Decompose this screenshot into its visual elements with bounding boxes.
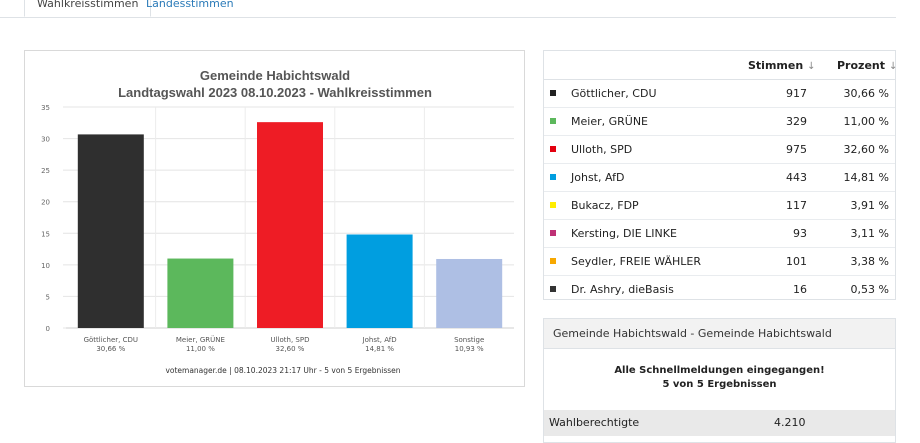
tab-bar: Wahlkreisstimmen Landesstimmen — [0, 0, 896, 18]
eligible-value: 4.210 — [774, 416, 806, 429]
candidate-name: Ulloth, SPD — [571, 143, 633, 156]
chart-subtitle: Landtagswahl 2023 08.10.2023 - Wahlkreis… — [118, 85, 432, 100]
category-label: Göttlicher, CDU — [84, 336, 138, 344]
vote-percent: 0,53 % — [850, 283, 889, 296]
chart-panel: Gemeinde Habichtswald Landtagswahl 2023 … — [24, 50, 525, 387]
y-tick-label: 15 — [41, 230, 50, 238]
summary-message-line1: Alle Schnellmeldungen eingegangen! — [614, 365, 825, 376]
table-row: Dr. Ashry, dieBasis 16 0,53 % — [544, 275, 895, 303]
y-tick-label: 10 — [41, 262, 50, 270]
party-color-square — [550, 90, 556, 96]
value-label: 11,00 % — [186, 345, 215, 353]
vote-percent: 30,66 % — [843, 87, 889, 100]
candidate-name: Johst, AfD — [571, 171, 625, 184]
category-label: Ulloth, SPD — [271, 336, 310, 344]
candidate-name: Meier, GRÜNE — [571, 115, 648, 128]
table-row: Bukacz, FDP 117 3,91 % — [544, 191, 895, 220]
category-label: Johst, AfD — [362, 336, 397, 344]
candidate-name: Kersting, DIE LINKE — [571, 227, 677, 240]
tab-landesstimmen[interactable]: Landesstimmen — [146, 0, 234, 10]
y-tick-label: 30 — [41, 136, 50, 144]
results-table: Stimmen ↓ Prozent ↓ Göttlicher, CDU 917 30,6… — [543, 50, 897, 303]
bar — [77, 134, 144, 328]
category-label: Meier, GRÜNE — [176, 335, 225, 344]
bar — [436, 258, 503, 328]
party-color-square — [550, 286, 556, 292]
party-color-square — [550, 230, 556, 236]
candidate-name: Bukacz, FDP — [571, 199, 639, 212]
y-tick-label: 35 — [41, 104, 50, 112]
y-tick-label: 5 — [46, 293, 50, 301]
bar — [346, 234, 413, 328]
header-percent-label: Prozent — [837, 59, 885, 72]
vote-count: 16 — [793, 283, 807, 296]
vote-percent: 11,00 % — [843, 115, 889, 128]
y-tick-label: 0 — [46, 325, 50, 333]
y-tick-label: 25 — [41, 167, 50, 175]
chart-bars — [77, 122, 503, 328]
vote-percent: 3,91 % — [850, 199, 889, 212]
value-label: 30,66 % — [96, 345, 125, 353]
table-row: Meier, GRÜNE 329 11,00 % — [544, 107, 895, 136]
vote-percent: 3,11 % — [850, 227, 889, 240]
vote-count: 117 — [786, 199, 807, 212]
vote-count: 443 — [786, 171, 807, 184]
summary-heading: Gemeinde Habichtswald - Gemeinde Habicht… — [544, 319, 895, 349]
party-color-square — [550, 174, 556, 180]
vote-count: 101 — [786, 255, 807, 268]
table-row: Göttlicher, CDU 917 30,66 % — [544, 79, 895, 108]
table-header: Stimmen ↓ Prozent ↓ — [544, 51, 897, 80]
y-tick-label: 20 — [41, 199, 50, 207]
vote-count: 917 — [786, 87, 807, 100]
value-label: 14,81 % — [365, 345, 394, 353]
bar-chart: Gemeinde Habichtswald Landtagswahl 2023 … — [41, 68, 514, 375]
candidate-name: Dr. Ashry, dieBasis — [571, 283, 674, 296]
category-label: Sonstige — [454, 336, 484, 344]
vote-count: 329 — [786, 115, 807, 128]
vote-count: 93 — [793, 227, 807, 240]
table-row: Seydler, FREIE WÄHLER 101 3,38 % — [544, 247, 895, 276]
header-votes[interactable]: Stimmen ↓ — [748, 59, 816, 72]
eligible-row: Wahlberechtigte 4.210 — [544, 410, 895, 436]
table-row: Johst, AfD 443 14,81 % — [544, 163, 895, 192]
header-percent[interactable]: Prozent ↓ — [837, 59, 897, 72]
value-label: 10,93 % — [455, 345, 484, 353]
summary-message: Alle Schnellmeldungen eingegangen! 5 von… — [544, 364, 895, 392]
vote-percent: 3,38 % — [850, 255, 889, 268]
header-votes-label: Stimmen — [748, 59, 804, 72]
party-color-square — [550, 146, 556, 152]
party-color-square — [550, 118, 556, 124]
value-label: 32,60 % — [276, 345, 305, 353]
bar — [257, 122, 323, 328]
vote-count: 975 — [786, 143, 807, 156]
table-row: Kersting, DIE LINKE 93 3,11 % — [544, 219, 895, 248]
party-color-square — [550, 202, 556, 208]
candidate-name: Göttlicher, CDU — [571, 87, 657, 100]
chart-title: Gemeinde Habichtswald — [200, 68, 350, 83]
vote-percent: 32,60 % — [843, 143, 889, 156]
party-color-square — [550, 258, 556, 264]
summary-message-line2: 5 von 5 Ergebnissen — [662, 379, 777, 390]
sort-arrow-icon: ↓ — [807, 61, 816, 72]
table-row: Ulloth, SPD 975 32,60 % — [544, 135, 895, 164]
candidate-name: Seydler, FREIE WÄHLER — [571, 255, 701, 268]
vote-percent: 14,81 % — [843, 171, 889, 184]
tab-wahlkreisstimmen[interactable]: Wahlkreisstimmen — [24, 0, 152, 17]
chart-footer: votemanager.de | 08.10.2023 21:17 Uhr - … — [165, 366, 400, 375]
sort-arrow-icon: ↓ — [889, 61, 898, 72]
eligible-label: Wahlberechtigte — [549, 416, 640, 429]
bar — [167, 258, 234, 328]
summary-panel: Gemeinde Habichtswald - Gemeinde Habicht… — [543, 318, 896, 443]
